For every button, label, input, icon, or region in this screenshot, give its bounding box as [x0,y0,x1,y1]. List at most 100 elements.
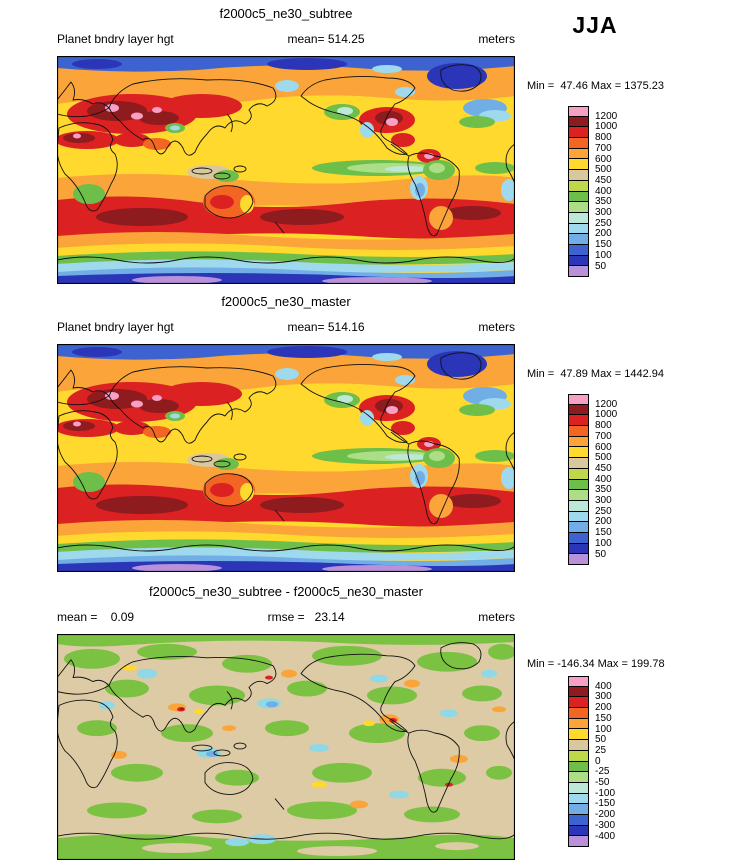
colorbar-tick-label: 200 [595,228,612,240]
minmax-label: Min = -146.34 Max = 199.78 [527,658,665,670]
colorbar-tick-label: 600 [595,153,612,165]
colorbar-swatch [568,772,589,783]
colorbar-tick-label: 100 [595,537,612,549]
colorbar-swatch [568,244,589,256]
colorbar-swatch [568,394,589,405]
colorbar-swatch [568,750,589,762]
colorbar-swatch [568,127,589,139]
colorbar-swatch [568,234,589,245]
map-master [57,344,515,572]
colorbar-swatch [568,106,589,117]
colorbar-swatch [568,479,589,491]
colorbar-tick-label: 1000 [595,121,618,133]
rmse-value: rmse = 23.14 [267,610,345,624]
colorbar-tick-label: 1200 [595,110,618,122]
colorbar-tick-label: 350 [595,484,612,496]
colorbar-tick-label: 0 [595,755,601,767]
colorbar-swatch [568,415,589,427]
colorbar-tick-label: -50 [595,777,610,788]
colorbar-tick-label: 1200 [595,398,618,410]
units-label: meters [478,320,515,334]
colorbar-tick-label: 800 [595,420,612,432]
colorbar-swatch [568,804,589,815]
minmax-label: Min = 47.89 Max = 1442.94 [527,368,664,380]
variable-label: Planet bndry layer hgt [57,320,174,334]
colorbar-swatch [568,138,589,149]
colorbar-swatch [568,676,589,687]
colorbar-swatch [568,697,589,709]
colorbar-swatch [568,170,589,181]
colorbar-swatch [568,554,589,565]
colorbar-tick-label: 400 [595,185,612,197]
colorbar-swatch [568,468,589,480]
colorbar-tick-label: -200 [595,809,616,821]
panel-title: f2000c5_ne30_subtree [219,6,353,21]
colorbar-swatch [568,729,589,741]
panel-difference: f2000c5_ne30_subtree - f2000c5_ne30_mast… [0,580,733,866]
colorbar-swatch [568,447,589,459]
colorbar-swatch [568,836,589,847]
mean-value: mean= 514.25 [287,32,365,46]
colorbar-swatch [568,814,589,826]
colorbar-tick-label: 800 [595,132,612,144]
mean-value: mean = 0.09 [57,610,135,624]
colorbar-tick-label: 500 [595,164,612,176]
colorbar-swatch [568,458,589,469]
colorbar-swatch [568,223,589,235]
colorbar-tick-label: -300 [595,819,616,831]
colorbar-tick-label: 300 [595,691,612,703]
season-label: JJA [572,12,618,38]
mean-value: mean= 514.16 [287,320,365,334]
colorbar-tick-label: 500 [595,452,612,464]
variable-label: Planet bndry layer hgt [57,32,174,46]
colorbar-tick-label: 200 [595,516,612,528]
colorbar-tick-label: 1000 [595,409,618,421]
colorbar-tick-label: 50 [595,260,607,272]
colorbar-tick-label: -400 [595,830,616,842]
colorbar-swatch [568,761,589,773]
colorbar-swatch [568,404,589,416]
stats-row: mean = 0.09 rmse = 23.14 meters [57,610,515,624]
colorbar-swatch [568,255,589,267]
colorbar-tick-label: 600 [595,441,612,453]
colorbar-swatch [568,718,589,730]
colorbar-tick-label: 250 [595,505,612,517]
colorbar-tick-label: 450 [595,174,612,186]
colorbar-tick-label: -100 [595,787,616,799]
colorbar-swatch [568,202,589,213]
colorbar-tick-label: 300 [595,495,612,506]
map-difference [57,634,515,860]
colorbar-swatch [568,490,589,501]
colorbar-swatch [568,426,589,437]
colorbar-swatch [568,793,589,805]
stats-row: Planet bndry layer hgt mean= 514.25 mete… [57,32,515,46]
colorbar-swatch [568,180,589,192]
colorbar-tick-label: 100 [595,249,612,261]
colorbar-swatch [568,159,589,171]
colorbar-swatch [568,212,589,224]
colorbar-tick-label: 50 [595,734,607,746]
colorbar-swatch [568,511,589,523]
colorbar-swatch [568,266,589,277]
colorbar-swatch [568,532,589,544]
colorbar: 1200 1000 800 700 600 500 450 400 350 300 250 200 15… [568,394,638,565]
colorbar-tick-label: 400 [595,473,612,485]
colorbar-tick-label: 250 [595,217,612,229]
colorbar-swatch [568,708,589,719]
colorbar-swatch [568,148,589,160]
colorbar-swatch [568,191,589,203]
colorbar-swatch [568,500,589,512]
colorbar-swatch [568,116,589,128]
colorbar-tick-label: 150 [595,239,612,251]
colorbar-tick-label: 700 [595,430,612,442]
colorbar-tick-label: 200 [595,702,612,714]
units-label: meters [478,32,515,46]
colorbar-tick-label: 300 [595,207,612,218]
colorbar: 1200 1000 800 700 600 500 450 400 350 300 250 200 15… [568,106,638,277]
colorbar-swatch [568,686,589,698]
panel-master: f2000c5_ne30_master Planet bndry layer h… [0,290,733,580]
panel-subtree: f2000c5_ne30_subtree Planet bndry layer … [0,2,733,292]
colorbar-tick-label: 50 [595,548,607,560]
colorbar-tick-label: 150 [595,712,612,724]
